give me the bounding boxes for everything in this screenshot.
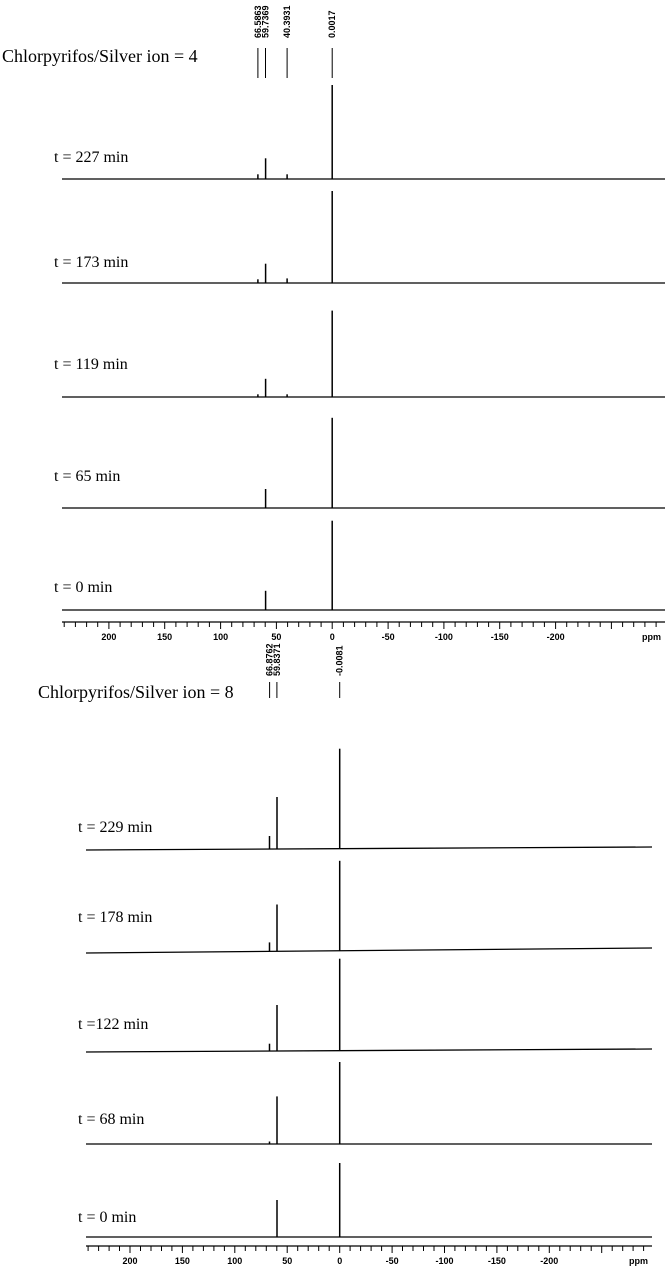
ppm-tick-label: -50 <box>386 1256 399 1266</box>
ppm-tick-label: -50 <box>382 632 395 642</box>
peak-tag-label: 59.8371 <box>272 643 282 676</box>
peak-tag-label: 66.8762 <box>265 643 275 676</box>
spectrum-baseline <box>85 1048 653 1053</box>
ppm-tick-label: -100 <box>435 1256 453 1266</box>
ppm-unit-label: ppm <box>629 1256 648 1266</box>
ppm-tick-label: -100 <box>435 632 453 642</box>
trace-label: t = 229 min <box>78 819 152 836</box>
panel-title: Chlorpyrifos/Silver ion = 4 <box>2 46 198 66</box>
trace-label: t = 65 min <box>54 468 120 485</box>
trace-label: t =122 min <box>78 1016 148 1033</box>
spectrum-baseline <box>85 846 653 851</box>
peak-tag-label: 59.7369 <box>261 5 271 38</box>
trace-label: t = 173 min <box>54 254 128 271</box>
ppm-tick-label: 100 <box>227 1256 242 1266</box>
peak-tag-label: 66.5863 <box>253 5 263 38</box>
trace-label: t = 178 min <box>78 909 152 926</box>
panel-title: Chlorpyrifos/Silver ion = 8 <box>38 682 234 702</box>
nmr-panel-1: Chlorpyrifos/Silver ion = 4 66.586359.736… <box>2 5 665 642</box>
ppm-tick-label: 150 <box>157 632 172 642</box>
trace-label: t = 119 min <box>54 356 128 373</box>
nmr-panel-2: Chlorpyrifos/Silver ion = 8 66.876259.837… <box>38 643 653 1266</box>
ppm-tick-label: -150 <box>488 1256 506 1266</box>
ppm-tick-label: 50 <box>271 632 281 642</box>
trace-label: t = 0 min <box>54 579 112 596</box>
trace-label: t = 0 min <box>78 1209 136 1226</box>
ppm-tick-label: 200 <box>122 1256 137 1266</box>
ppm-tick-label: 0 <box>330 632 335 642</box>
ppm-tick-label: 200 <box>101 632 116 642</box>
ppm-tick-label: 100 <box>213 632 228 642</box>
spectrum-baseline <box>85 947 653 954</box>
ppm-unit-label: ppm <box>642 632 661 642</box>
peak-tag-label: -0.0081 <box>335 645 345 676</box>
ppm-tick-label: -150 <box>491 632 509 642</box>
peak-tag-label: 0.0017 <box>327 10 337 38</box>
ppm-tick-label: -200 <box>540 1256 558 1266</box>
ppm-tick-label: 150 <box>175 1256 190 1266</box>
peak-tag-label: 40.3931 <box>282 5 292 38</box>
ppm-tick-label: 50 <box>282 1256 292 1266</box>
nmr-panels: Chlorpyrifos/Silver ion = 4 66.586359.736… <box>2 5 665 1266</box>
trace-label: t = 227 min <box>54 149 128 166</box>
trace-label: t = 68 min <box>78 1111 144 1128</box>
ppm-tick-label: -200 <box>547 632 565 642</box>
ppm-tick-label: 0 <box>337 1256 342 1266</box>
